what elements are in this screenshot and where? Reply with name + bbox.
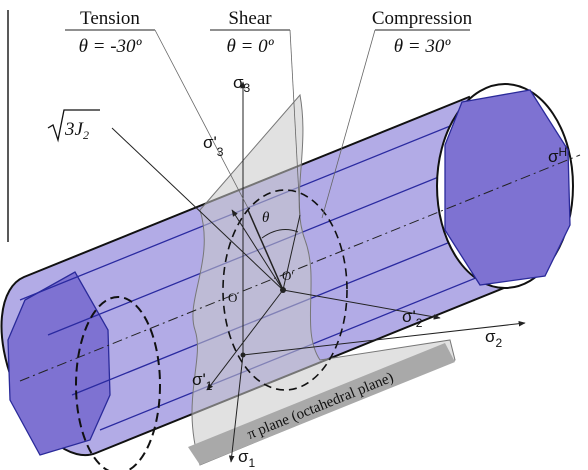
radius-label: 3J2	[64, 119, 89, 142]
axis-label: σ2	[485, 327, 503, 350]
point	[280, 287, 286, 293]
text-part: 1	[249, 456, 256, 470]
text-part: 1	[206, 379, 213, 393]
text-part: 3	[244, 81, 251, 95]
point-label: O	[228, 290, 237, 305]
text-part: 3	[217, 145, 224, 159]
header-name: Tension	[80, 8, 140, 29]
header-name: Compression	[372, 8, 473, 29]
header-angle: θ = 0º	[226, 36, 274, 57]
text-part: σ	[548, 147, 559, 166]
diagram: π plane (octahedral plane) Tension θ = -…	[0, 0, 588, 470]
text-part: 2	[496, 336, 503, 350]
text-part: 3J	[64, 119, 85, 140]
text-part: 2	[83, 128, 89, 142]
axis-label: σ'3	[203, 133, 224, 159]
text-part: σ	[238, 447, 249, 466]
header-name: Shear	[228, 8, 272, 29]
theta-label: θ	[262, 210, 270, 226]
axis-label: σ3	[233, 73, 251, 95]
text-part: σ	[485, 327, 496, 346]
header-angle: θ = 30º	[394, 36, 452, 57]
text-part: σ	[233, 73, 244, 92]
point	[241, 353, 246, 358]
text-part: H	[559, 145, 568, 159]
point-label: O'	[282, 268, 294, 283]
text-part: σ'	[192, 370, 206, 389]
axis-label: σ1	[238, 447, 256, 470]
text-part: σ'	[203, 133, 217, 152]
text-part: 2	[416, 316, 423, 330]
text-part: σ'	[402, 307, 416, 326]
header-angle: θ = -30º	[79, 36, 143, 57]
